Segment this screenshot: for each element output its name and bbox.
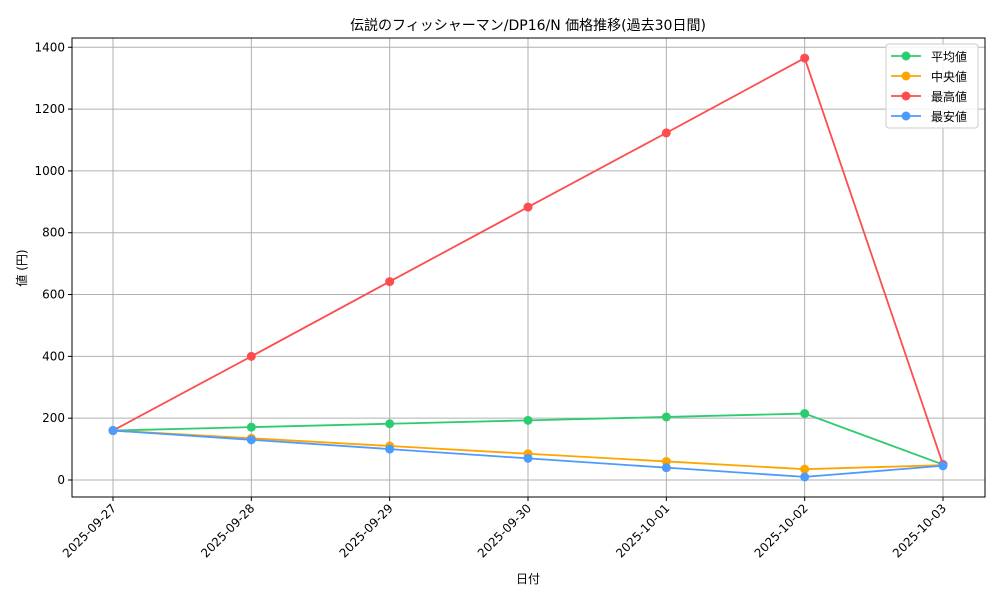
data-point [108,426,118,436]
y-tick-label: 200 [42,411,65,425]
legend-box [885,43,979,129]
x-tick-label: 2025-10-03 [890,501,949,560]
legend-marker [901,51,911,61]
data-point [385,277,395,287]
data-point [661,128,671,138]
y-tick-label: 800 [42,226,65,240]
x-tick-label: 2025-10-02 [752,501,811,560]
data-point [246,422,256,432]
data-point [246,435,256,445]
data-point [938,461,948,471]
x-tick-label: 2025-09-27 [60,501,119,560]
y-tick-label: 1200 [34,102,65,116]
plot-frame [71,37,986,498]
data-point [523,453,533,463]
legend-label: 最高値 [931,89,967,104]
data-point [385,444,395,454]
data-point [800,464,810,474]
data-point [661,463,671,473]
x-tick-label: 2025-09-28 [198,501,257,560]
data-point [800,409,810,419]
x-tick-label: 2025-09-30 [475,501,534,560]
y-tick-label: 600 [42,288,65,302]
y-tick-label: 400 [42,349,65,363]
data-point [385,419,395,429]
y-tick-label: 1400 [34,40,65,54]
data-point [523,202,533,212]
y-axis-label: 値 (円) [14,249,29,286]
data-point [523,415,533,425]
data-point [661,456,671,466]
y-tick-label: 1000 [34,164,65,178]
legend-marker [901,111,911,121]
legend-label: 中央値 [931,69,967,84]
legend-marker [901,91,911,101]
data-point [246,351,256,361]
x-tick-label: 2025-09-29 [337,501,396,560]
legend-marker [901,71,911,81]
chart-title: 伝説のフィッシャーマン/DP16/N 価格推移(過去30日間) [350,18,706,34]
data-point [800,53,810,63]
x-axis-label: 日付 [516,572,540,586]
data-point [800,472,810,482]
y-tick-label: 0 [57,473,65,487]
x-tick-label: 2025-10-01 [613,501,672,560]
legend-label: 平均値 [931,49,967,64]
data-point [661,412,671,422]
legend-label: 最安値 [931,109,967,124]
